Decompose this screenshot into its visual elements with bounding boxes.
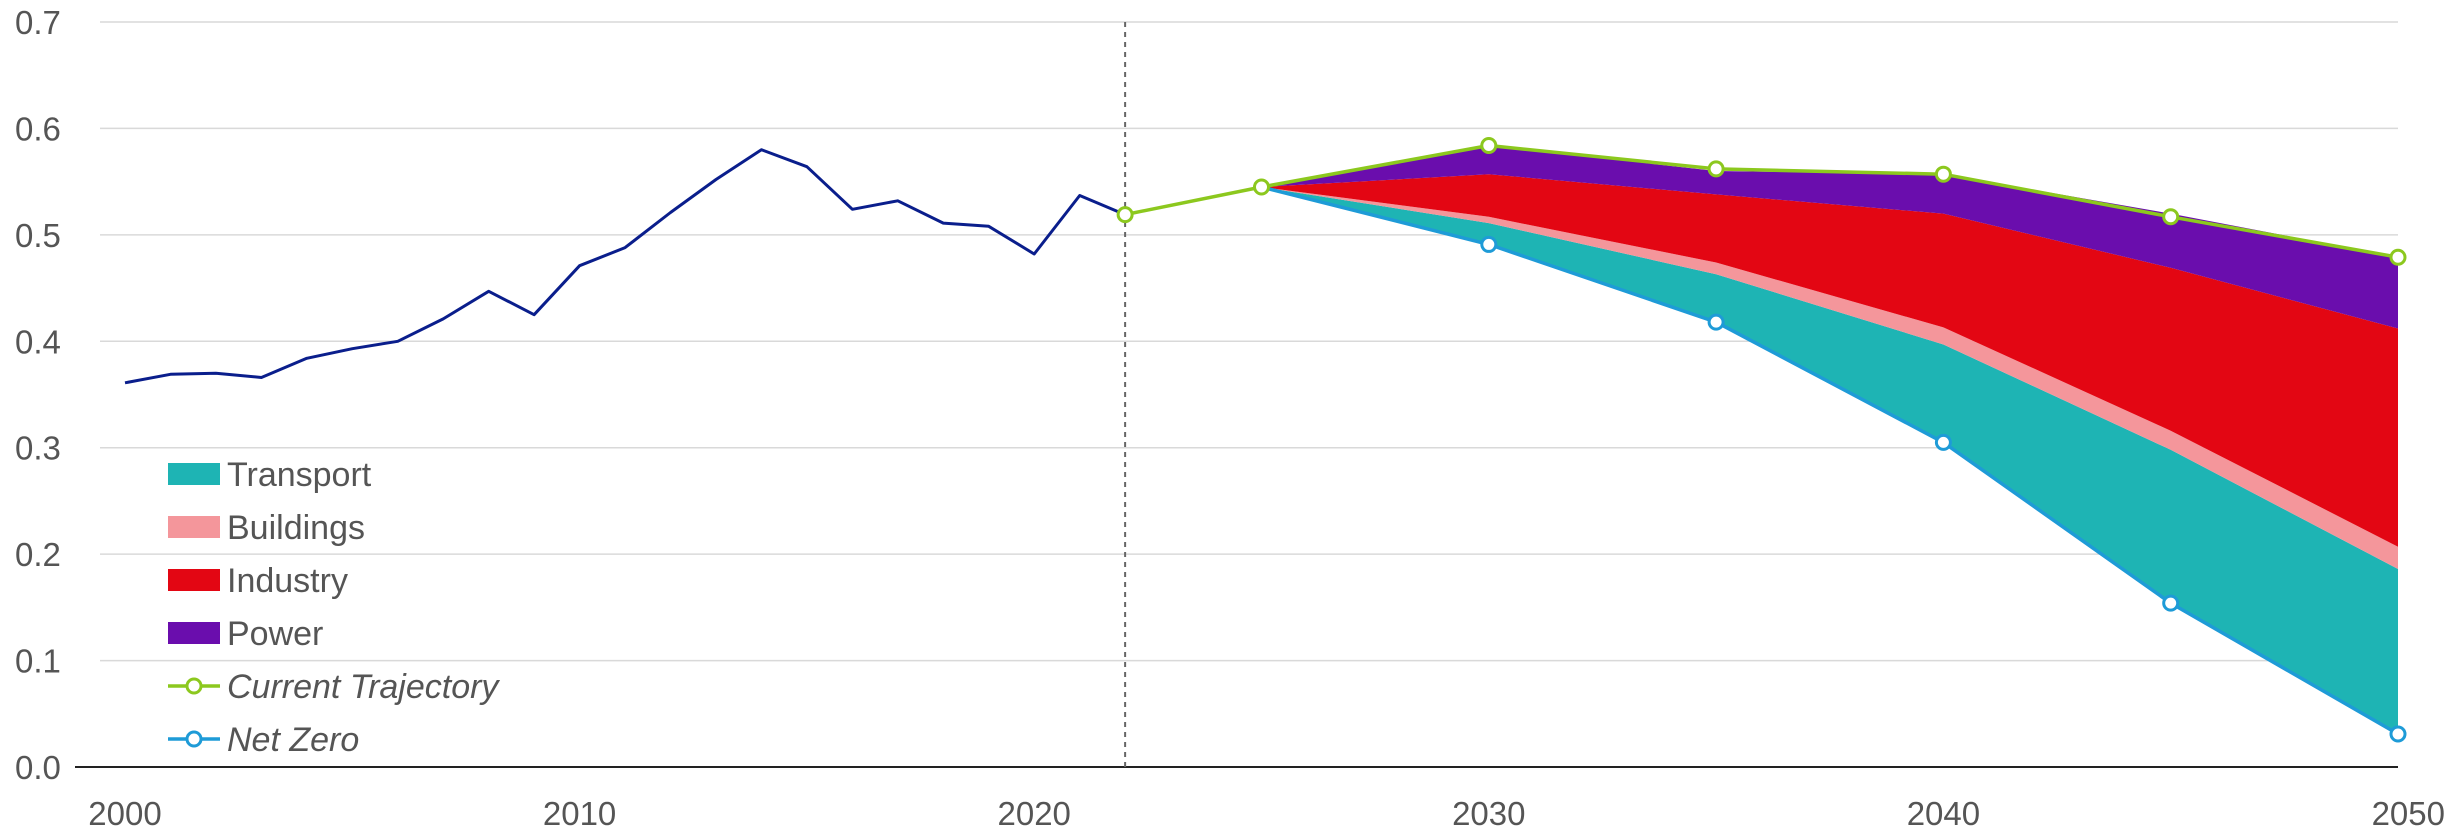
net-zero-marker: [2389, 725, 2407, 743]
gridlines: [75, 21, 2398, 768]
legend-label: Industry: [227, 562, 348, 600]
current-trajectory-marker: [1253, 178, 1270, 196]
y-tick-label: 0.6: [15, 110, 61, 147]
legend-label: Transport: [227, 456, 372, 494]
historical-line: [124, 148, 1126, 385]
y-tick-label: 0.1: [15, 643, 61, 680]
legend-marker-current-trajectory: [185, 677, 203, 695]
current-trajectory-marker: [1934, 165, 1952, 183]
legend-swatch-power: [168, 622, 220, 644]
net-zero-marker: [1480, 235, 1498, 253]
current-trajectory-marker: [1480, 136, 1498, 154]
x-axis-ticks: 2000 2010 2020 2030 2040 2050: [88, 795, 2445, 829]
legend-marker-net-zero: [185, 730, 203, 748]
area-power: [1261, 145, 2398, 329]
x-tick-label: 2040: [1907, 795, 1980, 829]
y-tick-label: 0.4: [15, 323, 61, 360]
net-zero-line: [1261, 185, 2399, 736]
legend-label: Power: [227, 615, 323, 653]
legend-swatch-buildings: [168, 516, 220, 538]
x-tick-label: 2000: [88, 795, 161, 829]
y-tick-label: 0.2: [15, 536, 61, 573]
area-transport: [1261, 187, 2398, 734]
net-zero-marker: [1707, 313, 1725, 331]
sector-areas: [1261, 145, 2398, 734]
current-trajectory-marker: [1116, 206, 1134, 224]
y-tick-label: 0.0: [15, 749, 61, 786]
legend-label: Net Zero: [227, 721, 359, 759]
current-trajectory-marker: [2162, 208, 2180, 226]
area-industry: [1261, 174, 2398, 547]
legend-label: Current Trajectory: [227, 668, 500, 706]
legend-swatch-transport: [168, 463, 220, 485]
x-tick-label: 2020: [997, 795, 1070, 829]
current-trajectory-marker: [1707, 160, 1725, 178]
y-tick-label: 0.5: [15, 217, 61, 254]
legend-swatch-industry: [168, 569, 220, 591]
net-zero-marker: [1934, 433, 1952, 451]
legend: Transport Buildings Industry Power Current T…: [168, 456, 500, 759]
x-tick-label: 2010: [543, 795, 616, 829]
y-tick-label: 0.3: [15, 430, 61, 467]
series-markers: [1116, 136, 2407, 743]
legend-label: Buildings: [227, 509, 365, 547]
x-tick-label: 2030: [1452, 795, 1525, 829]
x-tick-label: 2050: [2372, 795, 2445, 829]
net-zero-marker: [2162, 594, 2180, 612]
y-tick-label: 0.7: [15, 4, 61, 41]
y-axis-ticks: 0.0 0.1 0.2 0.3 0.4 0.5 0.6 0.7: [15, 4, 61, 786]
current-trajectory-marker: [2389, 248, 2407, 266]
